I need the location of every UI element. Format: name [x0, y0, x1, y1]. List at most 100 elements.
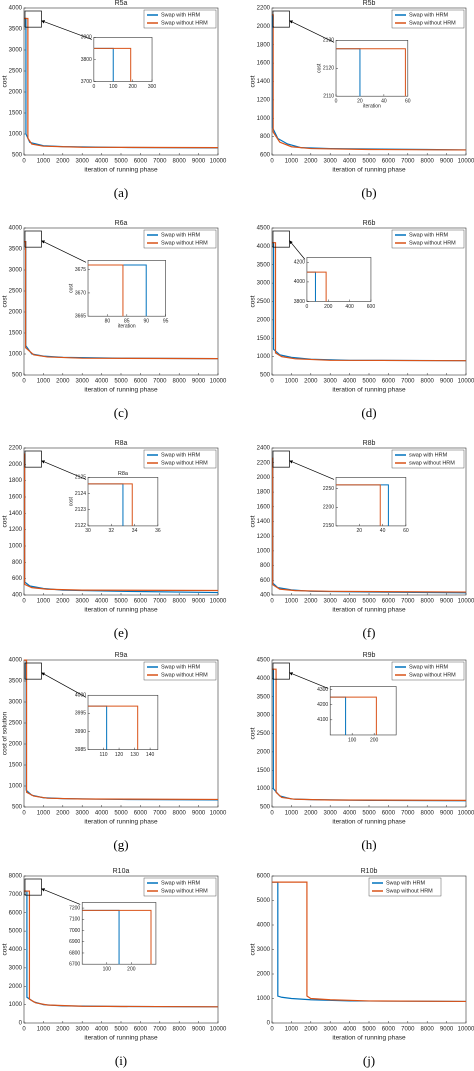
chart-title: R9a [115, 652, 128, 659]
y-tick-label: 4000 [9, 658, 23, 664]
y-axis-label: cost [250, 75, 257, 87]
y-tick-label: 4000 [9, 226, 23, 232]
x-tick-label: 1000 [285, 379, 299, 385]
legend-label: Swap with HRM [161, 12, 201, 18]
y-tick-label: 4000 [257, 676, 271, 682]
inset-y-label: cost [316, 63, 322, 73]
x-tick-label: 7000 [153, 811, 167, 817]
x-tick-label: 2000 [304, 159, 318, 165]
zoom-arrow [41, 460, 87, 480]
y-tick-label: 3700 [81, 79, 92, 85]
x-tick-label: 2000 [56, 811, 70, 817]
y-tick-label: 600 [12, 576, 23, 582]
legend-label: Swap without HRM [161, 460, 208, 466]
x-tick-label: 8000 [173, 379, 187, 385]
x-tick-label: 2000 [56, 379, 70, 385]
legend-label: swap without HRM [409, 460, 455, 466]
plot-area [335, 477, 407, 527]
y-tick-label: 2130 [323, 38, 334, 44]
legend-label: Swap with HRM [161, 880, 201, 886]
x-tick-label: 6000 [382, 1027, 396, 1033]
series-line [24, 241, 219, 360]
y-tick-label: 2200 [9, 446, 23, 452]
x-tick-label: 20 [357, 99, 363, 105]
y-tick-label: 500 [12, 153, 23, 159]
x-tick-label: 0 [92, 84, 95, 90]
legend-label: Swap without HRM [409, 672, 456, 678]
y-tick-label: 7000 [9, 892, 23, 898]
y-tick-label: 8000 [9, 874, 23, 880]
x-tick-label: 10000 [458, 811, 474, 817]
x-tick-label: 3000 [324, 159, 338, 165]
panel: 0 1000 2000 3000 4000 5000 6000 7000 8000 9000 100… [250, 440, 474, 640]
y-tick-label: 2500 [257, 731, 271, 737]
y-tick-label: 1200 [257, 534, 271, 540]
x-tick-label: 5000 [362, 599, 376, 605]
x-tick-label: 5000 [362, 379, 376, 385]
y-tick-label: 3500 [257, 694, 271, 700]
x-tick-label: 9000 [192, 599, 206, 605]
x-tick-label: 5000 [362, 1027, 376, 1033]
x-tick-label: 1000 [285, 599, 299, 605]
plot-area [93, 37, 153, 82]
x-tick-label: 8000 [421, 159, 435, 165]
y-tick-label: 4000 [257, 244, 271, 250]
x-tick-label: 0 [270, 599, 274, 605]
y-tick-label: 1000 [9, 544, 23, 550]
x-tick-label: 0 [306, 304, 309, 310]
x-tick-label: 7000 [401, 1027, 415, 1033]
series-line [82, 909, 152, 965]
y-tick-label: 3000 [9, 268, 23, 274]
x-tick-label: 9000 [192, 811, 206, 817]
y-tick-label: 2250 [323, 486, 334, 492]
x-tick-label: 5000 [114, 159, 128, 165]
y-tick-label: 3500 [257, 262, 271, 268]
y-tick-label: 1600 [257, 504, 271, 510]
y-tick-label: 4000 [294, 279, 305, 285]
series-line [272, 881, 467, 1003]
series-line [24, 890, 219, 1008]
legend [143, 9, 217, 29]
y-tick-label: 3500 [9, 247, 23, 253]
caption: (h) [361, 837, 376, 852]
y-axis-label: cost [2, 75, 9, 87]
y-tick-label: 3985 [75, 747, 86, 753]
chart-title: R6b [363, 220, 376, 227]
x-tick-label: 8000 [173, 599, 187, 605]
x-tick-label: 4000 [343, 159, 357, 165]
zoom-box [24, 662, 42, 680]
legend [143, 229, 217, 249]
y-axis-label: cost [250, 727, 257, 739]
zoom-box [272, 230, 290, 248]
x-tick-label: 6000 [134, 379, 148, 385]
x-tick-label: 8000 [421, 379, 435, 385]
x-tick-label: 9000 [192, 1027, 206, 1033]
legend [143, 449, 217, 469]
zoom-box [272, 662, 290, 680]
legend-label: swap with HRM [409, 452, 448, 458]
x-tick-label: 9000 [440, 599, 454, 605]
x-tick-label: 200 [128, 84, 137, 90]
zoom-arrow [289, 240, 306, 260]
chart-title: R8b [363, 440, 376, 447]
x-tick-label: 6000 [134, 1027, 148, 1033]
chart-title: R5a [115, 0, 128, 7]
legend-label: Swap with HRM [409, 12, 449, 18]
x-tick-label: 4000 [95, 811, 109, 817]
series-line [330, 696, 377, 735]
y-tick-label: 3670 [75, 290, 86, 296]
x-tick-label: 9000 [440, 1027, 454, 1033]
x-tick-label: 5000 [362, 159, 376, 165]
x-tick-label: 5000 [362, 811, 376, 817]
x-tick-label: 6000 [382, 379, 396, 385]
y-tick-label: 2150 [323, 523, 334, 529]
legend-label: Swap without HRM [409, 240, 456, 246]
panel: 0 1000 2000 3000 4000 5000 6000 7000 8000 9000 100… [2, 652, 227, 852]
y-tick-label: 800 [260, 134, 271, 140]
y-tick-label: 2500 [9, 69, 23, 75]
plot-area [335, 40, 409, 97]
y-tick-label: 2000 [257, 317, 271, 323]
y-tick-label: 2200 [323, 505, 334, 511]
x-tick-label: 36 [155, 528, 161, 534]
